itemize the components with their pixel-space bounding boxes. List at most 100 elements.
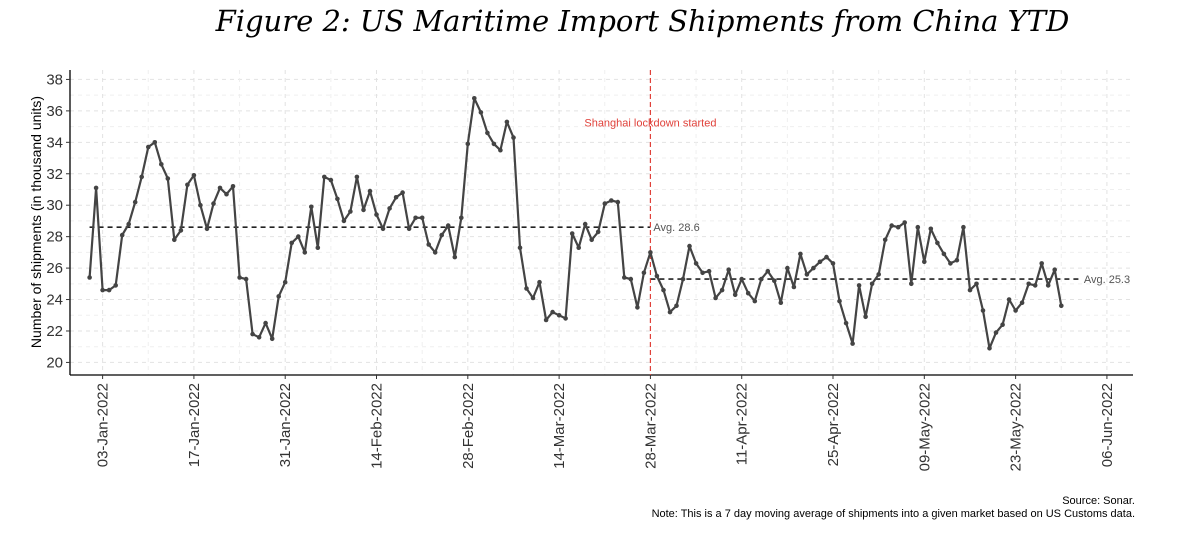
- data-point: [1013, 308, 1018, 313]
- data-point: [100, 287, 105, 293]
- data-point: [967, 287, 973, 293]
- data-point: [843, 320, 849, 326]
- data-point: [895, 224, 901, 230]
- axes: [66, 70, 1133, 379]
- data-point: [824, 254, 829, 260]
- y-tick-label: 20: [46, 354, 63, 371]
- x-tick-label: 03-Jan-2022: [95, 383, 112, 467]
- data-point: [354, 174, 360, 180]
- data-point: [654, 273, 660, 279]
- data-point: [804, 272, 810, 277]
- data-point: [211, 201, 216, 206]
- x-tick-label: 06-Jun-2022: [1099, 383, 1116, 467]
- x-tick-label: 28-Mar-2022: [642, 383, 659, 469]
- data-point: [426, 242, 432, 247]
- data-point: [974, 281, 979, 287]
- series-line: [88, 97, 1063, 350]
- data-point: [785, 265, 790, 271]
- avg-label: Avg. 25.3: [1084, 274, 1130, 286]
- data-point: [472, 96, 477, 101]
- y-tick-label: 30: [46, 197, 63, 214]
- data-point: [1006, 297, 1012, 302]
- lockdown-label: Shanghai lockdown started: [584, 118, 716, 130]
- data-point: [667, 309, 673, 315]
- data-point: [165, 176, 171, 181]
- data-point: [93, 185, 99, 191]
- data-point: [778, 300, 784, 306]
- data-point: [550, 309, 555, 315]
- data-point: [635, 305, 640, 310]
- data-point: [106, 287, 112, 293]
- data-point: [850, 341, 855, 346]
- data-point: [680, 276, 686, 282]
- data-point: [1039, 261, 1044, 266]
- data-point: [569, 231, 575, 236]
- data-point: [576, 245, 581, 250]
- data-point: [752, 298, 758, 304]
- chart-title: Figure 2: US Maritime Import Shipments f…: [215, 4, 1070, 38]
- data-point: [315, 245, 321, 250]
- y-tick-label: 34: [46, 134, 63, 151]
- data-point: [935, 240, 940, 246]
- data-point: [1019, 300, 1025, 306]
- x-tick-label: 17-Jan-2022: [186, 383, 203, 467]
- data-point: [713, 295, 718, 301]
- data-point: [739, 276, 744, 282]
- data-point: [465, 141, 471, 147]
- y-tick-label: 22: [46, 323, 63, 340]
- data-point: [674, 303, 679, 309]
- data-point: [152, 140, 158, 145]
- data-point: [485, 130, 490, 136]
- data-point: [726, 267, 731, 273]
- data-point: [1000, 322, 1005, 328]
- data-point: [204, 226, 210, 232]
- y-tick-label: 24: [46, 292, 63, 309]
- x-tick-label: 14-Feb-2022: [369, 383, 386, 469]
- data-point: [595, 229, 601, 235]
- data-point: [256, 335, 262, 340]
- data-point: [524, 286, 529, 291]
- data-point: [504, 119, 510, 125]
- data-point: [263, 320, 268, 326]
- data-point: [302, 250, 308, 255]
- data-point: [432, 250, 438, 255]
- data-point: [361, 207, 366, 213]
- data-point: [856, 283, 862, 288]
- data-point: [928, 226, 934, 232]
- data-point: [367, 188, 373, 194]
- avg-label: Avg. 28.6: [653, 222, 699, 234]
- data-point: [687, 243, 692, 249]
- note-text: Note: This is a 7 day moving average of …: [651, 508, 1135, 520]
- data-point: [322, 174, 327, 180]
- data-point: [335, 196, 340, 202]
- data-point: [243, 276, 249, 282]
- data-point: [139, 174, 144, 180]
- reference-lines: Avg. 28.6 Avg. 25.3 Shanghai lockdown star…: [89, 70, 1130, 375]
- data-point: [765, 268, 771, 274]
- data-point: [387, 206, 392, 211]
- data-point: [706, 268, 712, 274]
- data-point: [1059, 303, 1064, 309]
- data-point: [941, 251, 947, 257]
- source-text: Source: Sonar.: [1062, 495, 1135, 507]
- data-point: [719, 287, 725, 293]
- data-point: [700, 270, 705, 276]
- data-point: [993, 330, 999, 335]
- data-point: [478, 110, 484, 115]
- y-tick-label: 28: [46, 229, 63, 246]
- notes: Source: Sonar. Note: This is a 7 day mov…: [652, 495, 1135, 521]
- data-point: [661, 287, 666, 293]
- data-point: [191, 173, 197, 178]
- data-point: [393, 195, 399, 200]
- data-point: [869, 281, 875, 287]
- data-point: [328, 177, 334, 183]
- data-point: [348, 209, 353, 214]
- x-tick-label: 14-Mar-2022: [551, 383, 568, 469]
- data-point: [830, 261, 836, 266]
- y-axis-label: Number of shipments (in thousand units): [28, 96, 44, 348]
- x-tick-label: 23-May-2022: [1008, 383, 1025, 471]
- series: [87, 96, 1064, 351]
- data-point: [87, 275, 92, 280]
- data-point: [113, 283, 118, 288]
- data-point: [217, 185, 223, 191]
